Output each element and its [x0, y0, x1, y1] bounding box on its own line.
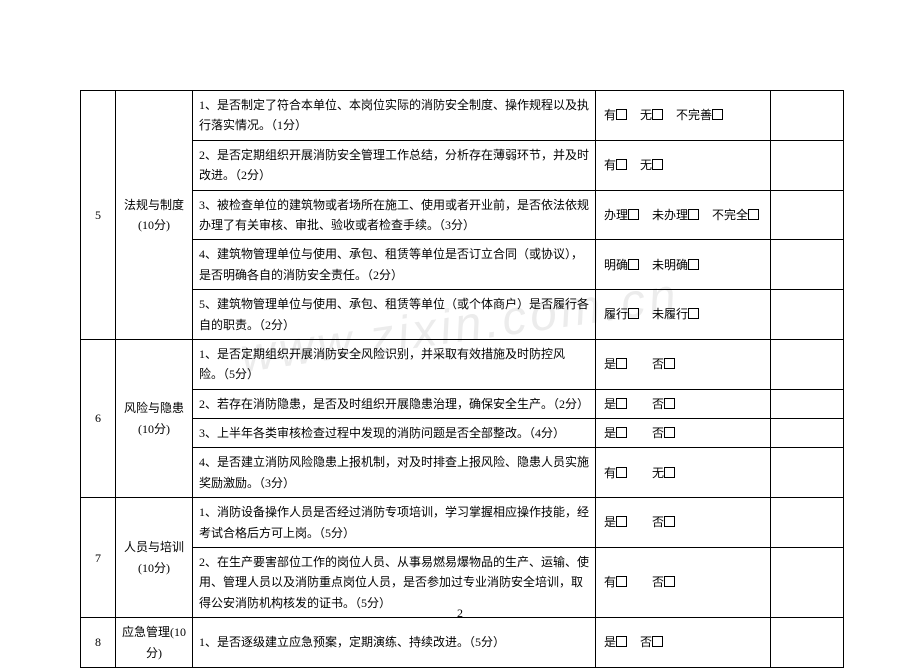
checkbox [688, 259, 699, 270]
answer-cell: 有 否 [596, 548, 771, 618]
checkbox [652, 159, 663, 170]
answer-cell: 办理 未办理 不完全 [596, 190, 771, 240]
item-cell: 1、是否逐级建立应急预案，定期演练、持续改进。（5分） [193, 618, 596, 668]
category-cell: 法规与制度(10分) [116, 91, 193, 340]
checkbox [664, 516, 675, 527]
checkbox [652, 109, 663, 120]
item-cell: 4、是否建立消防风险隐患上报机制，对及时排查上报风险、隐患人员实施奖励激励。（3… [193, 448, 596, 498]
answer-cell: 明确 未明确 [596, 240, 771, 290]
checklist-table: 5法规与制度(10分)1、是否制定了符合本单位、本岗位实际的消防安全制度、操作规… [80, 90, 844, 668]
answer-cell: 是 否 [596, 339, 771, 389]
checkbox [628, 209, 639, 220]
item-cell: 3、被检查单位的建筑物或者场所在施工、使用或者开业前，是否依法依规办理了有关审核… [193, 190, 596, 240]
checkbox [664, 427, 675, 438]
answer-cell: 有 无 [596, 140, 771, 190]
row-index: 5 [81, 91, 116, 340]
remark-cell [771, 618, 844, 668]
remark-cell [771, 290, 844, 340]
answer-cell: 有 无 [596, 448, 771, 498]
item-cell: 4、建筑物管理单位与使用、承包、租赁等单位是否订立合同（或协议），是否明确各自的… [193, 240, 596, 290]
remark-cell [771, 140, 844, 190]
category-cell: 应急管理(10分) [116, 618, 193, 668]
item-cell: 1、消防设备操作人员是否经过消防专项培训，学习掌握相应操作技能，经考试合格后方可… [193, 498, 596, 548]
remark-cell [771, 389, 844, 418]
checkbox [712, 109, 723, 120]
remark-cell [771, 448, 844, 498]
remark-cell [771, 190, 844, 240]
row-index: 7 [81, 498, 116, 618]
checkbox [664, 576, 675, 587]
category-cell: 风险与隐患(10分) [116, 339, 193, 497]
checkbox [664, 398, 675, 409]
table-row: 8应急管理(10分)1、是否逐级建立应急预案，定期演练、持续改进。（5分）是 否 [81, 618, 844, 668]
checkbox [664, 467, 675, 478]
remark-cell [771, 498, 844, 548]
table-row: 2、若存在消防隐患，是否及时组织开展隐患治理，确保安全生产。（2分）是 否 [81, 389, 844, 418]
table-row: 5法规与制度(10分)1、是否制定了符合本单位、本岗位实际的消防安全制度、操作规… [81, 91, 844, 141]
checkbox [652, 636, 663, 647]
item-cell: 2、若存在消防隐患，是否及时组织开展隐患治理，确保安全生产。（2分） [193, 389, 596, 418]
checkbox [628, 308, 639, 319]
answer-cell: 有 无 不完善 [596, 91, 771, 141]
item-cell: 2、是否定期组织开展消防安全管理工作总结，分析存在薄弱环节，并及时改进。（2分） [193, 140, 596, 190]
item-cell: 1、是否制定了符合本单位、本岗位实际的消防安全制度、操作规程以及执行落实情况。（… [193, 91, 596, 141]
table-row: 3、被检查单位的建筑物或者场所在施工、使用或者开业前，是否依法依规办理了有关审核… [81, 190, 844, 240]
answer-cell: 履行 未履行 [596, 290, 771, 340]
remark-cell [771, 419, 844, 448]
checkbox [616, 516, 627, 527]
checkbox [628, 259, 639, 270]
answer-cell: 是 否 [596, 618, 771, 668]
remark-cell [771, 91, 844, 141]
checkbox [664, 358, 675, 369]
answer-cell: 是 否 [596, 389, 771, 418]
checkbox [616, 467, 627, 478]
checkbox [616, 159, 627, 170]
remark-cell [771, 240, 844, 290]
row-index: 6 [81, 339, 116, 497]
item-cell: 5、建筑物管理单位与使用、承包、租赁等单位（或个体商户）是否履行各自的职责。（2… [193, 290, 596, 340]
table-row: 6风险与隐患(10分)1、是否定期组织开展消防安全风险识别，并采取有效措施及时防… [81, 339, 844, 389]
checkbox [616, 358, 627, 369]
checkbox [616, 427, 627, 438]
table-row: 2、在生产要害部位工作的岗位人员、从事易燃易爆物品的生产、运输、使用、管理人员以… [81, 548, 844, 618]
item-cell: 1、是否定期组织开展消防安全风险识别，并采取有效措施及时防控风险。（5分） [193, 339, 596, 389]
checkbox [616, 576, 627, 587]
table-row: 5、建筑物管理单位与使用、承包、租赁等单位（或个体商户）是否履行各自的职责。（2… [81, 290, 844, 340]
answer-cell: 是 否 [596, 498, 771, 548]
item-cell: 3、上半年各类审核检查过程中发现的消防问题是否全部整改。（4分） [193, 419, 596, 448]
row-index: 8 [81, 618, 116, 668]
table-row: 7人员与培训(10分)1、消防设备操作人员是否经过消防专项培训，学习掌握相应操作… [81, 498, 844, 548]
table-row: 4、建筑物管理单位与使用、承包、租赁等单位是否订立合同（或协议），是否明确各自的… [81, 240, 844, 290]
table-row: 4、是否建立消防风险隐患上报机制，对及时排查上报风险、隐患人员实施奖励激励。（3… [81, 448, 844, 498]
table-row: 2、是否定期组织开展消防安全管理工作总结，分析存在薄弱环节，并及时改进。（2分）… [81, 140, 844, 190]
checkbox [748, 209, 759, 220]
checkbox [616, 109, 627, 120]
checkbox [616, 636, 627, 647]
checkbox [688, 308, 699, 319]
category-cell: 人员与培训(10分) [116, 498, 193, 618]
remark-cell [771, 339, 844, 389]
remark-cell [771, 548, 844, 618]
table-row: 3、上半年各类审核检查过程中发现的消防问题是否全部整改。（4分）是 否 [81, 419, 844, 448]
answer-cell: 是 否 [596, 419, 771, 448]
item-cell: 2、在生产要害部位工作的岗位人员、从事易燃易爆物品的生产、运输、使用、管理人员以… [193, 548, 596, 618]
checkbox [616, 398, 627, 409]
checkbox [688, 209, 699, 220]
